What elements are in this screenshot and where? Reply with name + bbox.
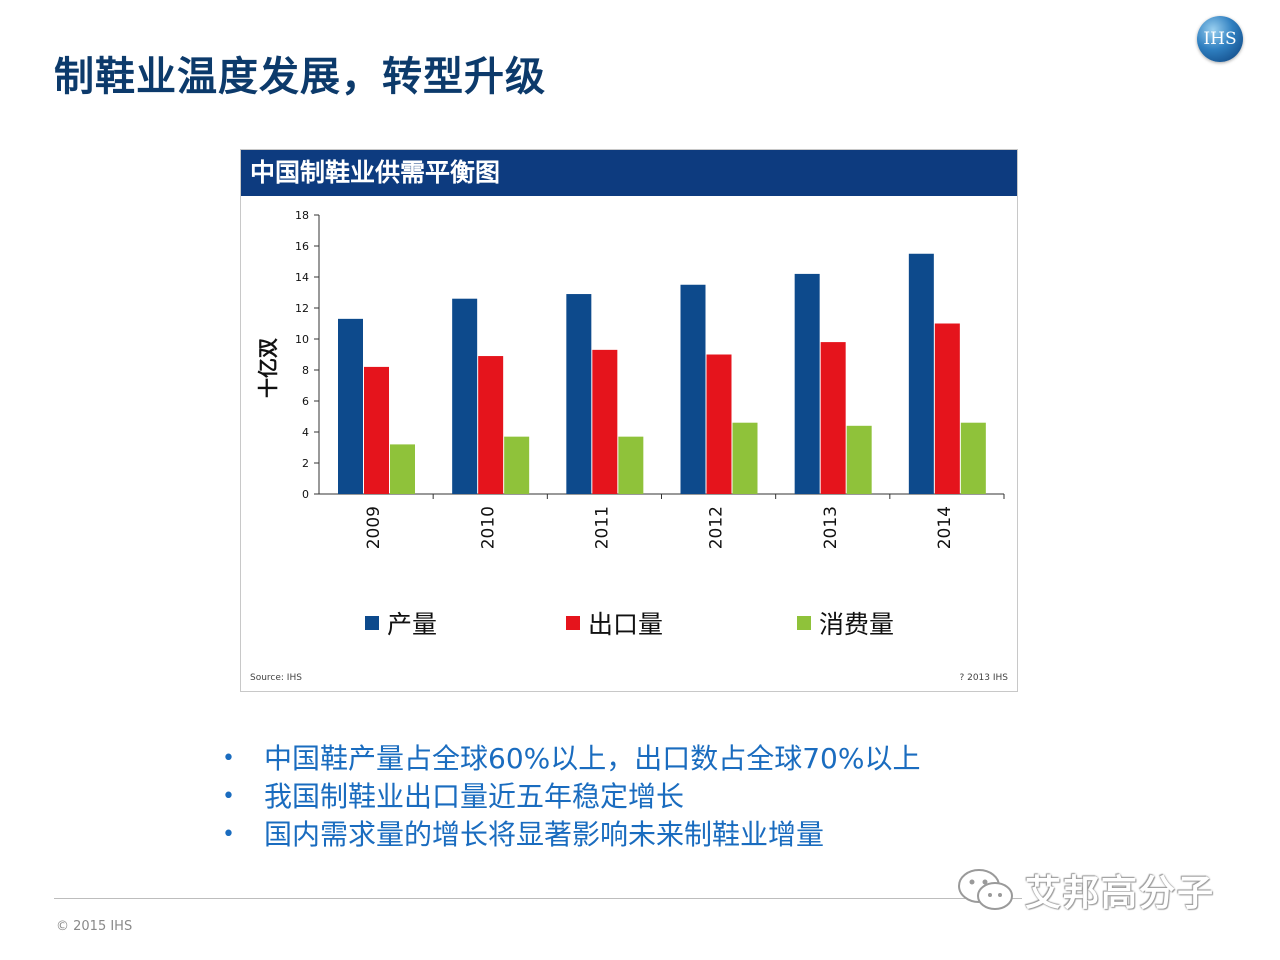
x-tick-label: 2010	[478, 506, 498, 549]
legend-label: 出口量	[588, 610, 664, 639]
bar-consumption-2013	[846, 425, 872, 494]
x-tick-label: 2011	[592, 506, 612, 549]
bar-consumption-2014	[960, 422, 986, 494]
bar-consumption-2012	[732, 422, 758, 494]
legend-label: 消费量	[819, 610, 895, 639]
watermark: 艾邦高分子	[955, 864, 1215, 916]
y-tick-label: 12	[295, 302, 309, 315]
bar-export-2010	[478, 356, 504, 494]
x-tick-label: 2013	[821, 506, 841, 549]
x-tick-label: 2009	[364, 506, 384, 549]
x-tick-label: 2012	[707, 506, 727, 549]
chart-legend: 产量 出口量 消费量	[241, 605, 1017, 645]
x-tick-label: 2014	[935, 506, 955, 549]
bullet-list: 中国鞋产量占全球60%以上，出口数占全球70%以上 我国制鞋业出口量近五年稳定增…	[222, 740, 920, 854]
bar-consumption-2009	[390, 444, 415, 494]
y-tick-label: 16	[295, 240, 309, 253]
legend-label: 产量	[387, 610, 438, 639]
chart-copyright: ? 2013 IHS	[959, 673, 1008, 683]
y-tick-label: 14	[295, 271, 309, 284]
bar-export-2009	[364, 366, 389, 494]
y-tick-label: 10	[295, 333, 309, 346]
legend-swatch	[566, 616, 580, 630]
bar-production-2009	[338, 318, 363, 494]
y-tick-label: 8	[302, 364, 309, 377]
y-tick-label: 0	[302, 488, 309, 501]
legend-export: 出口量	[566, 605, 663, 641]
bullet-item: 国内需求量的增长将显著影响未来制鞋业增量	[222, 816, 920, 854]
bar-chart: 十亿双 0 2 4 6 8 10 12 14 16 18 2009 2010 2011 2012 2013 2…	[256, 209, 1005, 549]
chart-source: Source: IHS	[250, 673, 302, 683]
bar-export-2014	[934, 323, 960, 494]
bar-export-2013	[820, 342, 846, 494]
watermark-text: 艾邦高分子	[1025, 873, 1216, 914]
bullet-item: 我国制鞋业出口量近五年稳定增长	[222, 778, 920, 816]
footer-copyright: © 2015 IHS	[56, 919, 133, 934]
wechat-icon	[958, 869, 1013, 910]
y-tick-label: 18	[295, 209, 309, 222]
slide-title: 制鞋业温度发展，转型升级	[54, 54, 546, 100]
bar-production-2010	[452, 298, 478, 494]
y-tick-label: 6	[302, 395, 309, 408]
legend-consumption: 消费量	[797, 605, 894, 641]
y-tick-label: 2	[302, 457, 309, 470]
legend-production: 产量	[365, 605, 437, 641]
y-tick-label: 4	[302, 426, 309, 439]
bullet-item: 中国鞋产量占全球60%以上，出口数占全球70%以上	[222, 740, 920, 778]
ihs-logo: IHS	[1197, 16, 1243, 62]
footer-divider	[54, 898, 1022, 899]
bar-export-2012	[706, 354, 732, 494]
chart-title: 中国制鞋业供需平衡图	[241, 150, 1017, 196]
bar-production-2013	[794, 273, 820, 494]
legend-swatch	[797, 616, 811, 630]
bar-consumption-2010	[504, 436, 530, 494]
bar-export-2011	[592, 349, 618, 494]
y-axis-label: 十亿双	[256, 338, 280, 398]
chart-panel: 中国制鞋业供需平衡图 十亿双 0 2 4 6 8 10 12 14 16 18 2009 2010 20…	[240, 149, 1018, 692]
bar-consumption-2011	[618, 436, 644, 494]
bar-production-2011	[566, 294, 592, 494]
bar-production-2012	[680, 284, 706, 494]
bar-production-2014	[908, 253, 934, 494]
legend-swatch	[365, 616, 379, 630]
